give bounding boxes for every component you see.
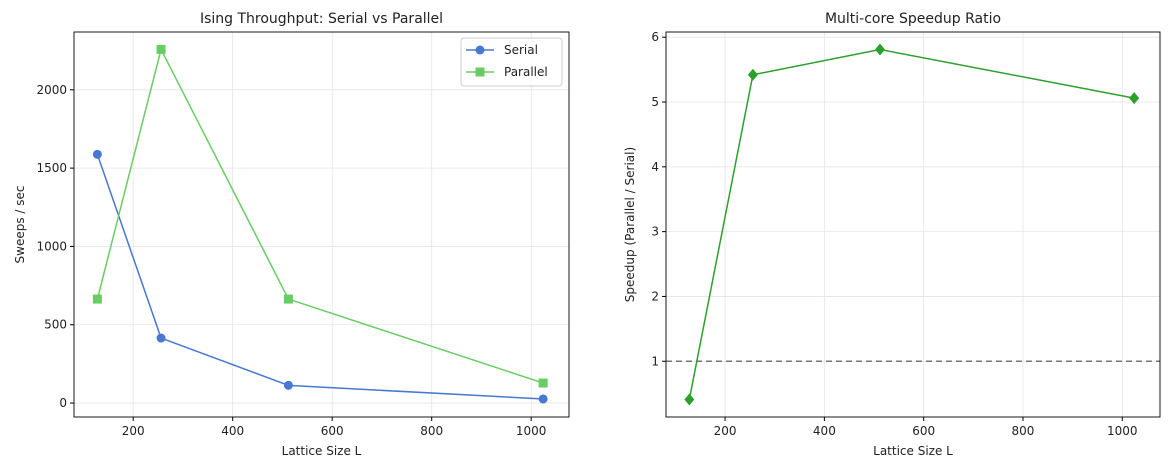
legend-entry-serial: Serial bbox=[504, 43, 538, 57]
data-point bbox=[538, 378, 548, 388]
y-tick-label: 0 bbox=[59, 396, 67, 410]
y-axis-label: Speedup (Parallel / Serial) bbox=[623, 147, 637, 302]
series-line-speedup bbox=[688, 48, 1135, 400]
y-tick-label: 5 bbox=[651, 95, 659, 109]
y-tick-label: 3 bbox=[651, 225, 659, 239]
legend-marker bbox=[475, 67, 485, 77]
y-tick-label: 1 bbox=[651, 354, 659, 368]
chart-title: Ising Throughput: Serial vs Parallel bbox=[200, 11, 443, 27]
chart-title: Multi-core Speedup Ratio bbox=[825, 11, 1001, 27]
chart-0: 200 400 600 800 1000 0 500 1000 1500 2000 Ising Th… bbox=[13, 11, 570, 458]
data-point bbox=[156, 333, 166, 343]
data-point bbox=[874, 43, 885, 56]
x-tick-label: 800 bbox=[1012, 424, 1035, 438]
data-point bbox=[156, 44, 166, 54]
series-line-serial bbox=[96, 154, 544, 400]
x-tick-label: 1000 bbox=[516, 424, 547, 438]
axes-frame bbox=[73, 31, 570, 418]
x-tick-label: 600 bbox=[321, 424, 344, 438]
data-point bbox=[92, 294, 102, 304]
y-tick-label: 6 bbox=[651, 30, 659, 44]
x-tick-label: 200 bbox=[714, 424, 737, 438]
data-point bbox=[283, 294, 293, 304]
data-point bbox=[283, 380, 293, 390]
data-point bbox=[747, 68, 758, 81]
y-tick-label: 1000 bbox=[36, 239, 67, 253]
chart-1: 200 400 600 800 1000 1 2 3 4 5 6 Multi-core Speedup… bbox=[623, 11, 1161, 458]
x-tick-label: 800 bbox=[420, 424, 443, 438]
x-tick-label: 1000 bbox=[1107, 424, 1138, 438]
x-tick-label: 200 bbox=[122, 424, 145, 438]
y-tick-label: 2 bbox=[651, 289, 659, 303]
y-axis-label: Sweeps / sec bbox=[13, 186, 27, 264]
legend-marker bbox=[475, 45, 485, 55]
data-point bbox=[684, 393, 695, 406]
data-point bbox=[92, 149, 102, 159]
series-line-parallel bbox=[96, 47, 544, 384]
legend: Serial Parallel bbox=[460, 37, 563, 87]
y-tick-label: 1500 bbox=[36, 161, 67, 175]
x-tick-label: 400 bbox=[813, 424, 836, 438]
y-tick-label: 500 bbox=[44, 318, 67, 332]
y-tick-label: 4 bbox=[651, 160, 659, 174]
x-tick-label: 600 bbox=[912, 424, 935, 438]
data-point bbox=[538, 394, 548, 404]
axes-frame bbox=[665, 31, 1161, 418]
x-axis-label: Lattice Size L bbox=[873, 444, 953, 458]
x-axis-label: Lattice Size L bbox=[282, 444, 362, 458]
x-tick-label: 400 bbox=[221, 424, 244, 438]
data-point bbox=[1129, 92, 1140, 105]
y-tick-label: 2000 bbox=[36, 83, 67, 97]
legend-entry-parallel: Parallel bbox=[504, 65, 548, 79]
